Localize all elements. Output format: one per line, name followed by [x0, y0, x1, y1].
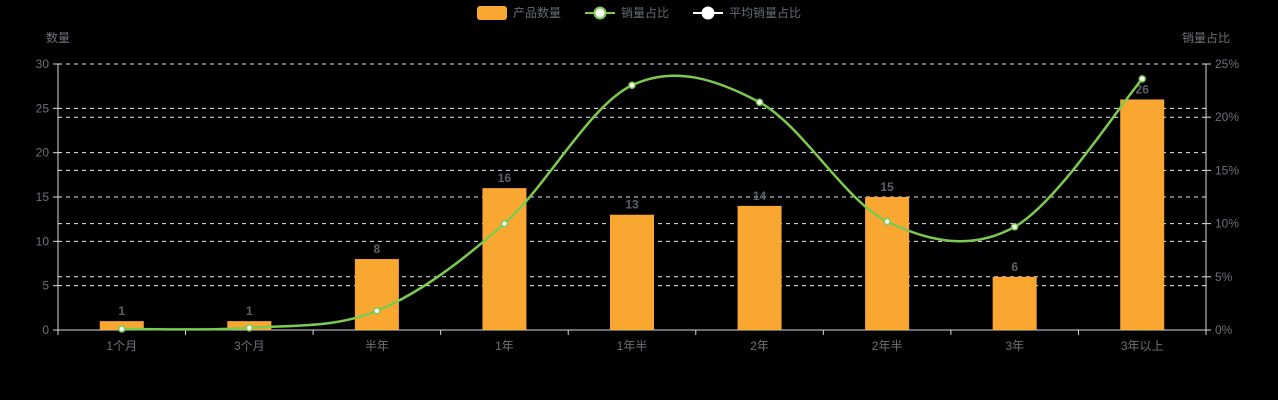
line-series-swatch-icon — [584, 6, 615, 20]
left-axis-tick-label: 10 — [36, 234, 50, 248]
bar-value-label: 15 — [880, 180, 894, 194]
bar-value-label: 1 — [118, 304, 125, 318]
line-series-swatch-icon — [693, 6, 723, 20]
legend-label: 平均销量占比 — [729, 6, 802, 20]
x-axis-category-label: 1个月 — [106, 339, 137, 353]
bar[interactable] — [737, 205, 782, 330]
legend-item-sales-ratio[interactable]: 销量占比 — [584, 6, 669, 20]
right-axis-tick-label: 0% — [1215, 323, 1233, 337]
left-axis-tick-label: 25 — [36, 101, 50, 115]
line-point-marker[interactable] — [1138, 75, 1146, 83]
bar-series: 1 1 8 16 13 14 15 6 26 — [99, 82, 1165, 330]
line-point-marker[interactable] — [500, 219, 509, 228]
legend: 产品数量 销量占比 平均销量占比 — [0, 6, 1278, 20]
left-axis-tick-label: 30 — [36, 57, 50, 71]
right-axis-tick-label: 15% — [1215, 163, 1239, 177]
bar-value-label: 16 — [498, 171, 512, 185]
bar[interactable] — [1120, 99, 1165, 330]
bar-value-label: 26 — [1136, 82, 1150, 96]
line-point-marker[interactable] — [1010, 223, 1019, 231]
line-point-marker[interactable] — [628, 81, 636, 90]
legend-item-product-count[interactable]: 产品数量 — [476, 6, 561, 20]
bar[interactable] — [482, 188, 527, 330]
x-axis-category-label: 1年 — [495, 339, 514, 353]
legend-label: 产品数量 — [512, 6, 561, 20]
bar[interactable] — [610, 214, 654, 330]
x-axis-category-label: 3年以上 — [1121, 339, 1164, 353]
x-axis-category-label: 3年 — [1005, 339, 1024, 353]
bar-value-label: 13 — [625, 198, 639, 212]
right-axis-name: 销量占比 — [1182, 30, 1230, 45]
x-axis-category-label: 半年 — [365, 339, 389, 353]
right-axis-tick-label: 10% — [1215, 217, 1239, 231]
right-axis-tick-label: 5% — [1215, 270, 1233, 284]
line-point-marker[interactable] — [245, 324, 254, 332]
x-axis-category-label: 1年半 — [617, 339, 648, 353]
legend-item-average-sales-ratio[interactable]: 平均销量占比 — [693, 6, 801, 20]
bar-value-label: 1 — [246, 304, 253, 318]
x-axis-category-label: 2年半 — [872, 339, 903, 353]
bar[interactable] — [992, 276, 1037, 330]
bar-series-swatch-icon — [476, 6, 507, 20]
left-axis-tick-label: 20 — [36, 146, 50, 160]
legend-label: 销量占比 — [620, 6, 669, 20]
right-axis-tick-label: 20% — [1215, 110, 1239, 124]
left-axis-tick-label: 5 — [42, 279, 49, 293]
line-point-marker[interactable] — [118, 325, 126, 333]
x-axis-category-label: 3个月 — [234, 339, 265, 353]
x-axis-category-label: 2年 — [750, 339, 769, 353]
bar-value-label: 8 — [374, 242, 381, 256]
bar-value-label: 6 — [1011, 260, 1018, 274]
left-axis-name: 数量 — [46, 30, 70, 45]
right-axis-tick-label: 25% — [1215, 57, 1239, 71]
bar[interactable] — [354, 259, 399, 330]
left-axis-tick-label: 0 — [42, 323, 49, 337]
line-point-marker[interactable] — [373, 307, 381, 315]
left-axis-tick-label: 15 — [36, 190, 50, 204]
line-point-marker[interactable] — [755, 98, 764, 107]
bar-value-label: 14 — [753, 189, 767, 203]
bar[interactable] — [865, 197, 910, 330]
line-point-marker[interactable] — [883, 217, 891, 226]
